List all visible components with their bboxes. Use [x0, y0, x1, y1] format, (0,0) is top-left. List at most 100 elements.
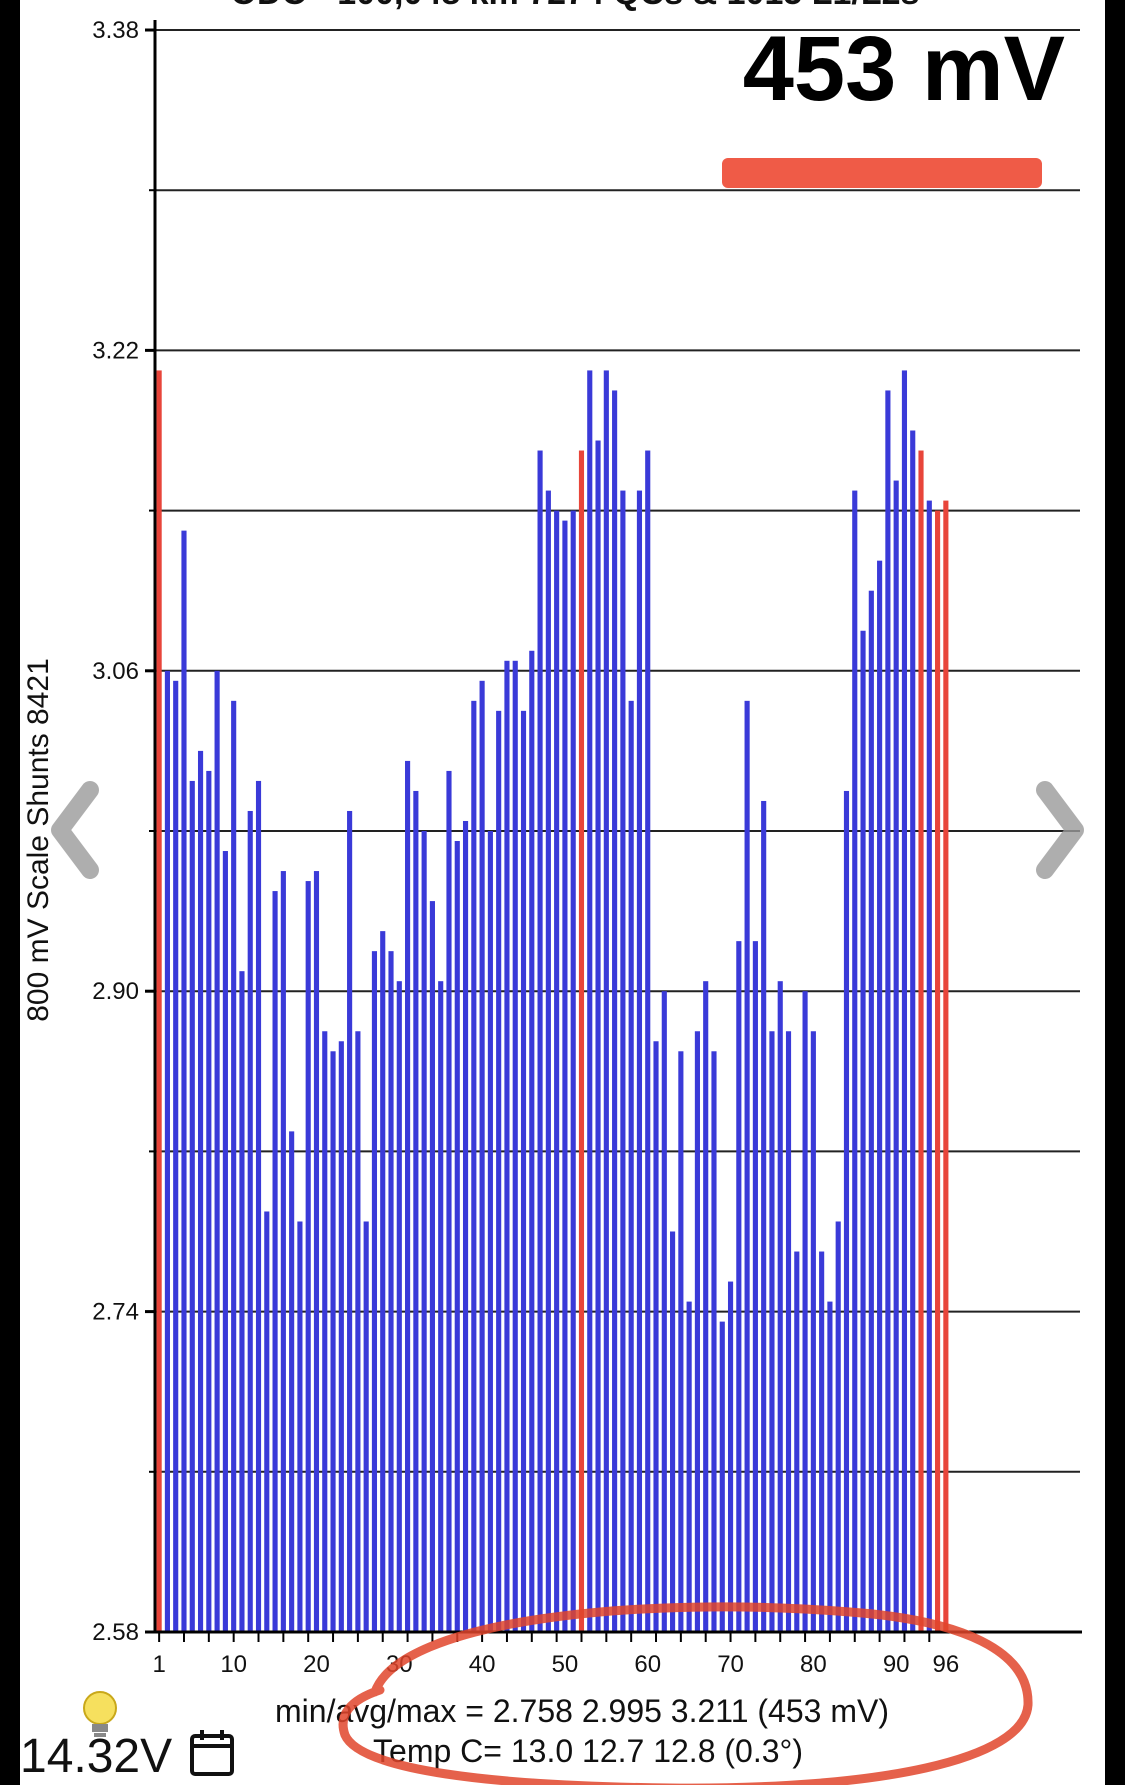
bar-cell-22 [330, 1051, 336, 1632]
y-tick-label: 3.06 [92, 658, 139, 685]
bar-cell-96 [943, 500, 949, 1632]
bar-cell-23 [338, 1041, 344, 1632]
bar-cell-66 [694, 1031, 700, 1632]
bar-cell-40 [479, 680, 485, 1632]
calendar-icon [190, 1730, 234, 1776]
battery-voltage: 14.32V [20, 1730, 172, 1783]
bar-cell-79 [802, 991, 808, 1632]
bar-cell-4 [181, 530, 187, 1632]
bar-cell-44 [512, 660, 518, 1632]
bar-cell-57 [620, 490, 626, 1633]
bar-cell-36 [446, 770, 452, 1632]
x-tick-label: 60 [634, 1651, 661, 1678]
bar-cell-29 [388, 951, 394, 1632]
bar-cell-89 [885, 390, 891, 1633]
bar-cell-95 [935, 510, 941, 1633]
axes [153, 20, 1082, 1634]
bar-cell-87 [868, 590, 874, 1633]
bar-cell-32 [413, 790, 419, 1632]
bar-cell-86 [860, 630, 866, 1632]
bar-series [156, 370, 949, 1633]
bar-cell-63 [670, 1231, 676, 1632]
bar-cell-35 [438, 981, 444, 1632]
bar-cell-28 [380, 931, 386, 1632]
bar-cell-60 [645, 450, 651, 1632]
chart-panel: ODO= 100,048 km 7274 QCs & 1015 L1/L2s 2… [20, 0, 1105, 1785]
bar-cell-83 [835, 1221, 841, 1632]
bar-cell-34 [429, 901, 435, 1632]
bar-cell-90 [893, 480, 899, 1632]
prev-chart-button[interactable] [51, 781, 99, 879]
bar-cell-38 [462, 820, 469, 1632]
x-tick-label: 70 [717, 1651, 744, 1678]
bar-cell-16 [280, 871, 286, 1632]
y-tick-label: 2.90 [92, 978, 139, 1005]
bar-cell-30 [396, 981, 402, 1632]
bar-cell-45 [520, 710, 527, 1632]
bar-cell-6 [197, 750, 204, 1632]
x-tick-label: 1 [152, 1651, 165, 1678]
bar-cell-85 [852, 490, 858, 1633]
y-tick-label: 3.22 [92, 337, 139, 364]
bar-cell-71 [736, 941, 742, 1632]
bar-cell-19 [305, 881, 311, 1632]
hand-drawn-annotation [338, 1602, 1033, 1785]
x-tick-label: 50 [552, 1651, 579, 1678]
bar-cell-74 [761, 800, 767, 1632]
bar-cell-14 [264, 1211, 270, 1632]
bar-cell-52 [578, 450, 585, 1632]
header-odometer-text: ODO= 100,048 km 7274 QCs & 1015 L1/L2s [231, 0, 920, 12]
bar-cell-31 [405, 760, 411, 1632]
bar-cell-81 [819, 1251, 825, 1632]
bar-cell-18 [297, 1221, 303, 1632]
bar-cell-33 [421, 831, 427, 1632]
bar-cell-50 [562, 520, 568, 1632]
bar-cell-88 [877, 560, 883, 1632]
bar-cell-12 [247, 810, 253, 1632]
bar-cell-77 [785, 1031, 792, 1632]
bar-cell-41 [487, 831, 493, 1632]
bar-cell-17 [289, 1131, 295, 1632]
cell-voltage-chart: ODO= 100,048 km 7274 QCs & 1015 L1/L2s 2… [20, 0, 1084, 1785]
x-tick-label: 10 [220, 1651, 247, 1678]
bar-cell-76 [777, 981, 783, 1632]
bar-cell-91 [901, 370, 908, 1632]
bar-cell-93 [918, 450, 924, 1632]
bar-cell-2 [164, 670, 170, 1632]
y-axis-ticks: 2.58 2.74 2.90 3.06 3.22 3.38 [92, 17, 155, 1646]
bar-cell-68 [711, 1051, 717, 1632]
bar-cell-37 [454, 841, 460, 1632]
chevron-right-icon [1036, 781, 1084, 879]
bar-cell-58 [628, 700, 634, 1632]
bar-cell-55 [603, 370, 609, 1632]
calendar-button[interactable] [190, 1730, 234, 1776]
chevron-left-icon [51, 781, 99, 879]
spread-value: 453 mV [743, 18, 1065, 120]
bar-cell-69 [719, 1321, 725, 1632]
temperature-text: Temp C= 13.0 12.7 12.8 (0.3°) [373, 1733, 803, 1769]
spread-indicator-bar [722, 158, 1042, 188]
bar-cell-11 [239, 971, 245, 1632]
bar-cell-21 [322, 1031, 328, 1632]
bar-cell-48 [545, 490, 551, 1633]
bar-cell-84 [843, 790, 850, 1632]
x-tick-label: 40 [469, 1651, 496, 1678]
bar-cell-1 [156, 370, 162, 1632]
min-avg-max-text: min/avg/max = 2.758 2.995 3.211 (453 mV) [275, 1693, 889, 1729]
lightbulb-icon [83, 1691, 117, 1737]
next-chart-button[interactable] [1036, 781, 1084, 879]
bar-cell-42 [496, 710, 502, 1632]
bar-cell-9 [222, 851, 228, 1632]
bar-cell-47 [537, 450, 543, 1632]
bar-cell-8 [214, 670, 220, 1632]
bar-cell-94 [926, 500, 932, 1632]
bar-cell-59 [636, 490, 643, 1633]
bar-cell-24 [347, 810, 353, 1632]
y-tick-label: 2.58 [92, 1619, 139, 1646]
x-tick-label: 90 [883, 1651, 910, 1678]
bar-cell-10 [231, 700, 237, 1632]
bar-cell-5 [189, 780, 195, 1632]
bar-cell-49 [554, 510, 560, 1633]
bar-cell-7 [206, 770, 212, 1632]
